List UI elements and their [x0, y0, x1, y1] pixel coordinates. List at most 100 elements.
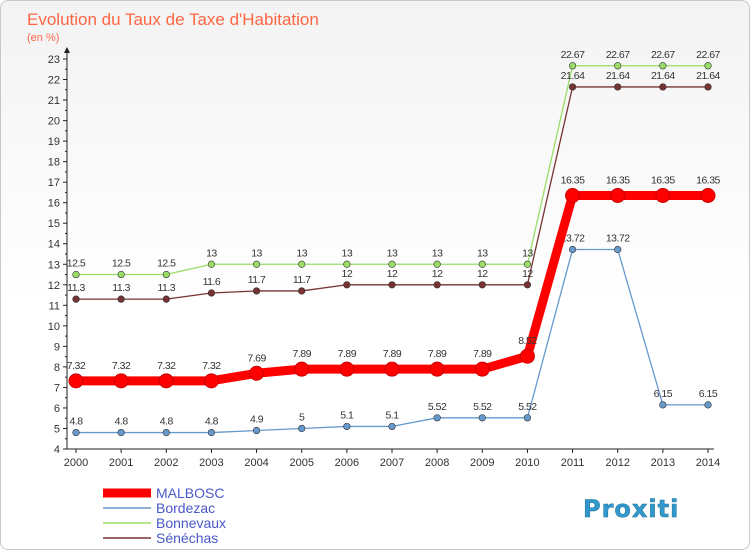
x-tick-label: 2011	[561, 457, 585, 469]
data-label: 22.67	[651, 49, 675, 61]
data-point	[433, 281, 441, 289]
data-point	[72, 428, 80, 437]
data-point	[252, 426, 261, 435]
data-point	[388, 422, 396, 431]
data-label: 12	[387, 268, 398, 280]
data-point	[252, 287, 261, 295]
data-label: 12	[432, 268, 443, 280]
data-point	[162, 270, 170, 279]
y-tick-label: 23	[48, 54, 60, 66]
data-point	[565, 188, 581, 203]
data-point	[72, 270, 80, 279]
data-label: 5.52	[473, 401, 492, 413]
data-point	[429, 361, 445, 377]
data-point	[568, 83, 577, 91]
data-point	[523, 281, 532, 289]
data-point	[113, 373, 129, 389]
data-point	[343, 260, 351, 268]
data-point	[388, 260, 396, 268]
data-point	[117, 295, 125, 303]
data-point	[158, 373, 174, 389]
data-point	[659, 62, 667, 70]
data-point	[294, 361, 310, 377]
data-label: 13	[342, 247, 353, 259]
data-label: 13.72	[606, 232, 630, 244]
y-tick-label: 6	[54, 403, 60, 415]
data-label: 13	[477, 247, 488, 259]
data-label: 4.9	[250, 414, 264, 426]
x-tick-label: 2006	[335, 457, 359, 469]
data-label: 7.32	[112, 360, 131, 372]
data-label: 7.32	[202, 360, 221, 372]
data-point	[523, 260, 532, 268]
legend-label: Sénéchas	[156, 530, 218, 546]
data-label: 22.67	[561, 49, 585, 61]
y-tick-label: 11	[49, 300, 60, 312]
y-tick-label: 14	[48, 239, 60, 251]
y-axis-arrow	[64, 47, 70, 53]
data-label: 21.64	[696, 70, 720, 82]
data-label: 13	[432, 247, 443, 259]
data-label: 11.6	[203, 276, 221, 288]
data-label: 5.52	[518, 401, 537, 413]
data-point	[474, 361, 490, 377]
y-tick-label: 15	[48, 218, 60, 230]
data-point	[478, 260, 486, 268]
y-tick-label: 18	[48, 157, 60, 169]
y-tick-label: 4	[54, 444, 60, 456]
data-label: 4.8	[115, 416, 129, 428]
data-point	[519, 348, 535, 364]
data-point	[614, 83, 622, 91]
x-tick-label: 2014	[696, 457, 720, 469]
data-label: 11.7	[248, 274, 266, 286]
y-tick-label: 21	[48, 95, 60, 107]
data-label: 12.5	[112, 258, 131, 270]
data-label: 7.89	[383, 348, 402, 360]
chart-title: Evolution du Taux de Taxe d'Habitation	[27, 10, 319, 29]
data-label: 4.8	[160, 416, 174, 428]
data-label: 11.3	[112, 282, 130, 294]
data-label: 7.89	[338, 348, 357, 360]
data-point	[207, 260, 216, 268]
data-point	[478, 281, 486, 289]
data-label: 6.15	[699, 388, 718, 400]
data-label: 22.67	[606, 49, 630, 61]
data-point	[343, 281, 351, 289]
data-point	[252, 260, 261, 268]
data-label: 13	[387, 247, 398, 259]
data-point	[339, 361, 355, 377]
data-label: 13	[251, 247, 262, 259]
data-label: 11.7	[293, 274, 311, 286]
x-tick-label: 2003	[199, 457, 223, 469]
data-point	[478, 414, 486, 422]
x-tick-label: 2013	[651, 457, 675, 469]
data-label: 8.52	[518, 335, 537, 347]
axes: 4 5 6 7 8 9 10 11 12 13 14 15 16 17 18 19 20 21 22 23 2000 20…	[48, 47, 720, 469]
legend-label: Bordezac	[156, 500, 215, 516]
data-point	[704, 83, 712, 91]
data-point	[704, 401, 712, 409]
y-tick-label: 9	[54, 341, 60, 353]
y-tick-label: 5	[54, 423, 60, 435]
data-label: 12.5	[157, 258, 176, 270]
data-point	[68, 373, 84, 389]
data-label: 6.15	[654, 388, 673, 400]
y-tick-label: 13	[48, 259, 60, 271]
data-label: 7.89	[292, 348, 311, 360]
data-label: 7.89	[428, 348, 447, 360]
data-point	[298, 287, 306, 295]
data-label: 5.1	[385, 409, 399, 421]
data-label: 21.64	[651, 70, 675, 82]
data-point	[614, 62, 622, 70]
data-point	[388, 281, 396, 289]
data-label: 4.8	[69, 416, 83, 428]
data-label: 21.64	[606, 70, 630, 82]
data-label: 13	[206, 247, 217, 259]
data-point	[700, 188, 716, 203]
data-label: 13	[522, 247, 533, 259]
data-point	[207, 289, 216, 297]
data-point	[72, 295, 80, 303]
